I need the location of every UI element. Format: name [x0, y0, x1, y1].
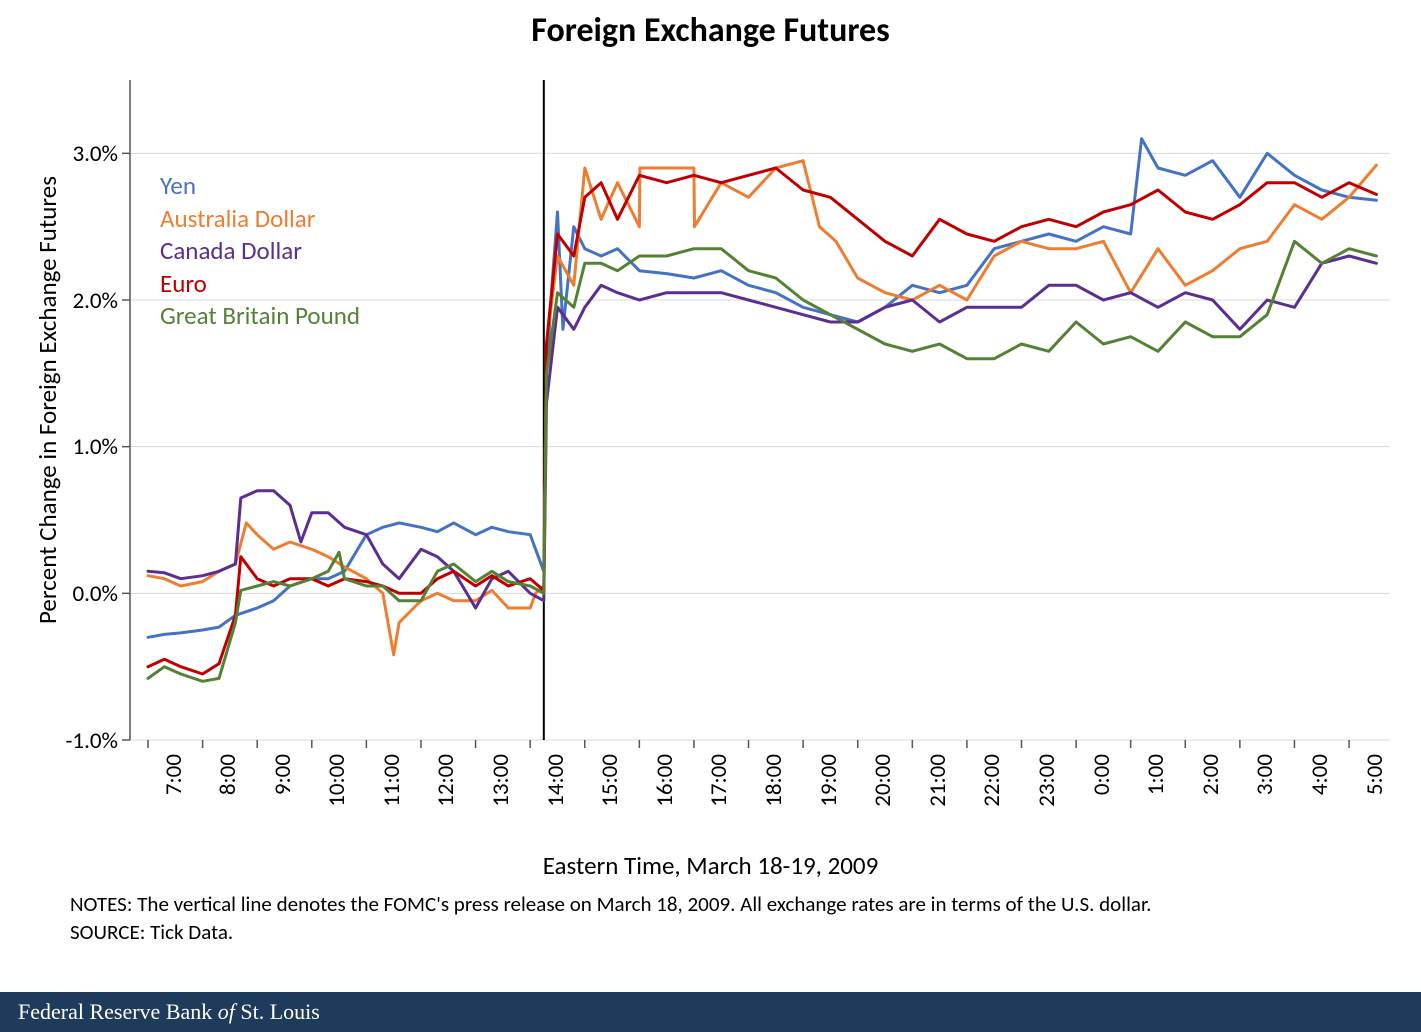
footer-text-before: Federal Reserve Bank — [18, 999, 218, 1024]
y-tick-label: 3.0% — [38, 140, 118, 168]
notes-block: NOTES: The vertical line denotes the FOM… — [70, 890, 1370, 947]
x-tick-label: 18:00 — [760, 754, 788, 854]
x-tick-label: 10:00 — [323, 754, 351, 854]
x-tick-label: 12:00 — [432, 754, 460, 854]
chart-container: Foreign Exchange Futures Percent Change … — [0, 0, 1421, 980]
x-tick-label: 19:00 — [815, 754, 843, 854]
y-axis-label: Percent Change in Foreign Exchange Futur… — [32, 80, 63, 720]
x-axis-label: Eastern Time, March 18-19, 2009 — [0, 850, 1421, 881]
x-tick-label: 23:00 — [1033, 754, 1061, 854]
y-tick-label: 2.0% — [38, 287, 118, 315]
x-tick-label: 13:00 — [487, 754, 515, 854]
x-tick-label: 2:00 — [1197, 754, 1225, 854]
y-tick-label: -1.0% — [38, 727, 118, 755]
x-tick-label: 21:00 — [924, 754, 952, 854]
x-tick-label: 8:00 — [214, 754, 242, 854]
chart-title: Foreign Exchange Futures — [0, 10, 1421, 51]
x-tick-label: 16:00 — [651, 754, 679, 854]
x-tick-label: 5:00 — [1361, 754, 1389, 854]
footer-bar: Federal Reserve Bank of St. Louis — [0, 992, 1421, 1032]
x-tick-label: 15:00 — [596, 754, 624, 854]
x-tick-label: 1:00 — [1142, 754, 1170, 854]
x-tick-label: 11:00 — [378, 754, 406, 854]
x-tick-label: 3:00 — [1251, 754, 1279, 854]
notes-text: NOTES: The vertical line denotes the FOM… — [70, 890, 1370, 918]
footer-text-after: St. Louis — [235, 999, 320, 1024]
legend-item: Australia Dollar — [160, 203, 360, 236]
x-tick-label: 20:00 — [869, 754, 897, 854]
legend-item: Great Britain Pound — [160, 300, 360, 333]
footer-text-italic: of — [218, 999, 235, 1024]
x-tick-label: 4:00 — [1306, 754, 1334, 854]
x-tick-label: 9:00 — [269, 754, 297, 854]
x-tick-label: 7:00 — [160, 754, 188, 854]
legend-item: Canada Dollar — [160, 235, 360, 268]
y-tick-label: 1.0% — [38, 433, 118, 461]
legend: YenAustralia DollarCanada DollarEuroGrea… — [160, 170, 360, 333]
source-text: SOURCE: Tick Data. — [70, 918, 1370, 946]
x-tick-label: 14:00 — [542, 754, 570, 854]
x-tick-label: 0:00 — [1088, 754, 1116, 854]
x-tick-label: 22:00 — [978, 754, 1006, 854]
y-tick-label: 0.0% — [38, 580, 118, 608]
x-tick-label: 17:00 — [705, 754, 733, 854]
legend-item: Euro — [160, 268, 360, 301]
legend-item: Yen — [160, 170, 360, 203]
